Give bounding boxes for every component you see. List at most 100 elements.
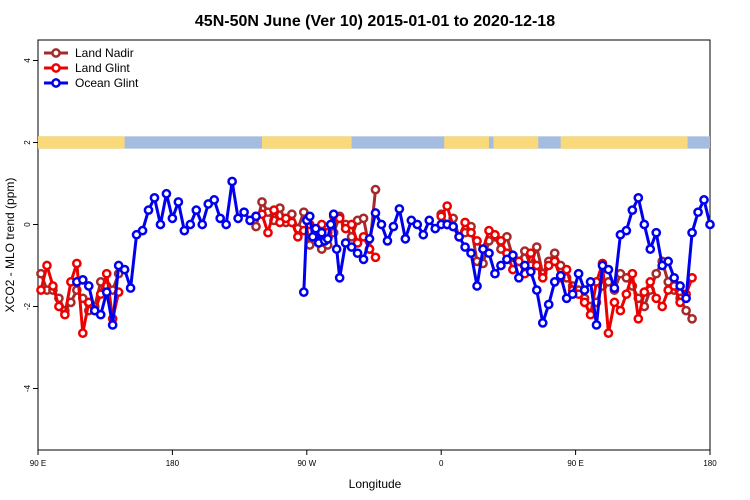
data-point (609, 283, 620, 293)
legend-marker (51, 48, 61, 58)
chart-title: 45N-50N June (Ver 10) 2015-01-01 to 2020… (195, 13, 555, 30)
data-point (549, 256, 560, 267)
data-point (251, 221, 261, 232)
data-point (472, 281, 482, 291)
data-point (287, 217, 297, 228)
series-layer (36, 176, 715, 338)
data-point (454, 231, 464, 242)
y-tick-label: -4 (23, 384, 32, 392)
data-point (651, 227, 662, 238)
series-line (76, 179, 257, 327)
data-point (233, 213, 243, 224)
y-axis: 4 2 0 -2 -4 (23, 58, 38, 392)
data-point (675, 281, 685, 291)
y-tick-label: 4 (23, 58, 32, 63)
data-point (537, 318, 548, 328)
data-point (221, 219, 232, 230)
data-point (460, 242, 470, 252)
data-point (179, 225, 190, 236)
data-point (639, 287, 650, 297)
data-point (645, 277, 656, 287)
data-point (83, 281, 94, 291)
data-point (400, 234, 411, 244)
data-point (48, 281, 58, 291)
data-point (531, 285, 542, 295)
data-point (54, 301, 64, 312)
data-point (358, 213, 369, 224)
data-point (537, 272, 548, 283)
land-band (444, 136, 489, 149)
data-point (143, 205, 154, 215)
y-axis-label: XCO2 - MLO trend (ppm) (3, 178, 17, 313)
data-point (197, 219, 208, 230)
data-point (370, 208, 381, 218)
data-point (346, 219, 357, 230)
data-point (292, 231, 303, 242)
data-point (531, 242, 542, 252)
data-point (567, 289, 578, 300)
data-point (681, 305, 691, 316)
data-point (36, 285, 46, 295)
data-point (525, 266, 536, 277)
data-point (424, 215, 435, 226)
data-point (101, 268, 112, 279)
data-point (472, 236, 482, 246)
data-point (514, 272, 524, 283)
data-point (657, 301, 668, 312)
data-point (585, 309, 596, 320)
ocean-band (38, 136, 710, 149)
data-point (699, 195, 709, 205)
data-point (370, 184, 381, 195)
data-point (603, 264, 614, 275)
y-tick-label: -2 (23, 302, 32, 310)
x-axis: 90 E 180 90 W 0 90 E 180 (30, 450, 717, 468)
data-point (322, 234, 333, 244)
data-point (519, 260, 530, 271)
data-point (107, 320, 118, 330)
data-point (525, 248, 536, 259)
data-point (466, 248, 476, 259)
data-point (394, 204, 405, 214)
data-point (579, 285, 590, 295)
data-point (418, 229, 429, 240)
data-point (358, 254, 369, 265)
data-point (316, 227, 327, 238)
data-point (490, 268, 500, 279)
data-point (442, 201, 453, 211)
x-tick-label: 180 (703, 459, 717, 468)
data-point (531, 260, 542, 271)
data-point (627, 205, 638, 215)
data-point (388, 221, 399, 232)
data-point (615, 305, 626, 316)
data-point (77, 275, 88, 285)
data-point (239, 207, 249, 218)
data-point (621, 225, 632, 236)
data-point (71, 258, 82, 269)
data-point (215, 213, 226, 224)
data-point (334, 272, 345, 283)
data-point (633, 313, 644, 324)
land-band (262, 136, 352, 149)
data-point (269, 205, 279, 215)
land-band (493, 136, 539, 149)
data-point (436, 211, 447, 222)
y-tick-label: 0 (23, 222, 32, 227)
data-point (555, 270, 566, 281)
data-point (687, 313, 697, 324)
data-point (549, 277, 560, 287)
data-point (185, 219, 196, 230)
data-point (257, 197, 267, 207)
data-point (137, 225, 148, 236)
data-point (651, 293, 662, 304)
legend-label: Ocean Glint (75, 76, 139, 90)
data-point (307, 231, 318, 242)
data-point (370, 252, 381, 263)
data-point (663, 256, 674, 267)
data-point (412, 219, 423, 230)
data-point (639, 219, 650, 230)
x-tick-label: 90 E (30, 459, 46, 468)
data-point (346, 242, 357, 252)
data-point (382, 236, 393, 246)
series-ocean-glint (71, 176, 715, 330)
